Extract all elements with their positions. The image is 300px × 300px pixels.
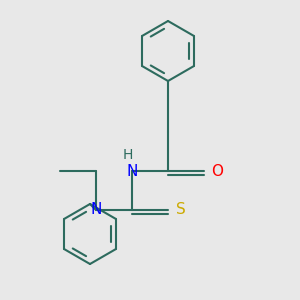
Text: S: S [176,202,185,217]
Text: N: N [90,202,102,217]
Text: H: H [122,148,133,162]
Text: N: N [126,164,138,178]
Text: O: O [212,164,224,178]
